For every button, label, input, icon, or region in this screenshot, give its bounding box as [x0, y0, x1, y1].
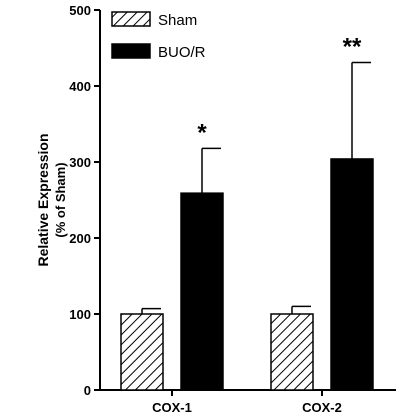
- y-tick-label-1: 100: [69, 307, 91, 322]
- legend: Sham BUO/R: [111, 11, 206, 61]
- y-tick-label-3: 300: [69, 155, 91, 170]
- y-tick-label-0: 0: [84, 383, 91, 398]
- y-tick-label-5: 500: [69, 3, 91, 18]
- x-tick-label-cox-1: COX-1: [152, 400, 192, 415]
- legend-label-sham: Sham: [158, 12, 197, 29]
- x-tick-label-cox-2: COX-2: [302, 400, 342, 415]
- significance-marker-cox-1: *: [197, 119, 207, 146]
- y-axis-title-line1: Relative Expression: [35, 133, 51, 266]
- significance-markers: ***: [197, 33, 362, 146]
- bar-buo-r-cox-2: [330, 158, 374, 391]
- bar-buo-r-cox-1: [180, 192, 224, 391]
- legend-label-buo-r: BUO/R: [158, 44, 206, 61]
- y-axis-title-line2: (% of Sham): [53, 162, 68, 237]
- legend-swatch-sham: [111, 11, 151, 27]
- significance-marker-cox-2: **: [343, 33, 362, 60]
- y-axis-title: Relative Expression (% of Sham): [35, 133, 68, 266]
- y-tick-label-4: 400: [69, 79, 91, 94]
- y-tick-label-2: 200: [69, 231, 91, 246]
- bars: [120, 158, 374, 391]
- error-bars: [141, 61, 371, 314]
- legend-swatch-buo-r: [111, 43, 151, 59]
- bar-sham-cox-2: [270, 313, 314, 391]
- x-tick-labels: COX-1 COX-2: [152, 400, 342, 415]
- bar-sham-cox-1: [120, 313, 164, 391]
